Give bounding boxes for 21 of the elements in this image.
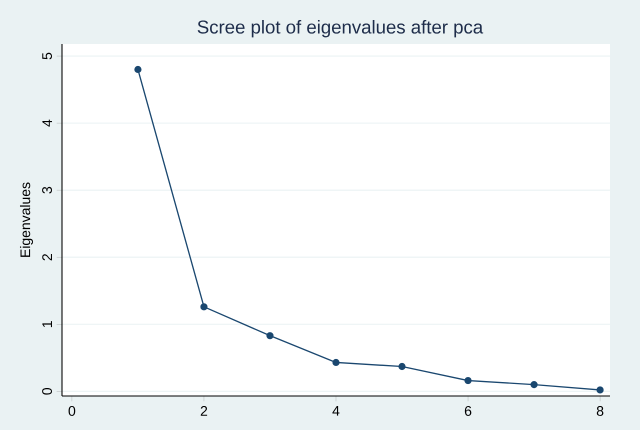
y-tick-label: 2 bbox=[42, 254, 52, 260]
point bbox=[464, 376, 472, 384]
x-tick-label: 4 bbox=[332, 406, 340, 416]
point bbox=[266, 332, 274, 340]
chart-title: Scree plot of eigenvalues after pca bbox=[198, 20, 484, 38]
point bbox=[596, 386, 604, 394]
point bbox=[134, 66, 142, 74]
point bbox=[332, 358, 340, 366]
point bbox=[200, 303, 208, 310]
x-tick-label: 2 bbox=[200, 406, 208, 416]
y-tick-label: 1 bbox=[42, 321, 52, 328]
x-tick-label: 6 bbox=[464, 406, 472, 416]
y-tick-label: 4 bbox=[42, 120, 52, 127]
y-tick-label: 5 bbox=[42, 52, 52, 60]
y-tick-label: 3 bbox=[42, 186, 52, 194]
y-tick-label: 0 bbox=[42, 388, 52, 395]
x-tick-label: 8 bbox=[596, 406, 604, 416]
point bbox=[398, 362, 406, 370]
point bbox=[530, 381, 538, 388]
x-tick-label: 0 bbox=[68, 406, 76, 416]
y-axis-title: Eigenvalues bbox=[20, 182, 33, 257]
